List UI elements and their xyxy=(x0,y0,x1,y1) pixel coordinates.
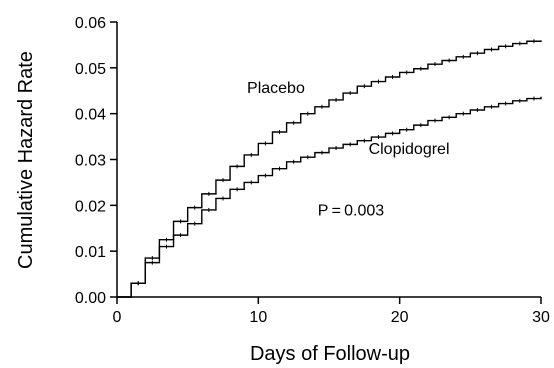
x-tick-label: 10 xyxy=(249,309,267,326)
x-axis-title: Days of Follow-up xyxy=(250,343,410,365)
annotation-p-0-003: P = 0.003 xyxy=(318,202,385,219)
y-tick-label: 0.06 xyxy=(75,15,106,32)
clopidogrel-step-line xyxy=(117,96,542,298)
annotation-clopidogrel: Clopidogrel xyxy=(369,141,450,158)
y-tick-label: 0.00 xyxy=(75,290,106,307)
y-tick-label: 0.04 xyxy=(75,107,106,124)
y-ticks: 0.00 0.01 0.02 0.03 0.04 0.05 0.06 xyxy=(75,15,117,307)
x-tick-label: 30 xyxy=(532,309,550,326)
x-tick-label: 20 xyxy=(391,309,409,326)
placebo-step-line xyxy=(117,40,542,298)
x-tick-label: 0 xyxy=(113,309,122,326)
axes xyxy=(116,22,541,298)
series-layer xyxy=(117,39,542,298)
y-tick-label: 0.01 xyxy=(75,244,106,261)
x-ticks: 0 10 20 30 xyxy=(113,297,550,326)
annotation-layer: Placebo Clopidogrel P = 0.003 xyxy=(247,80,449,219)
y-axis-title: Cumulative Hazard Rate xyxy=(15,51,37,269)
y-tick-label: 0.02 xyxy=(75,198,106,215)
y-tick-label: 0.05 xyxy=(75,61,106,78)
annotation-placebo: Placebo xyxy=(247,80,305,97)
y-tick-label: 0.03 xyxy=(75,153,106,170)
